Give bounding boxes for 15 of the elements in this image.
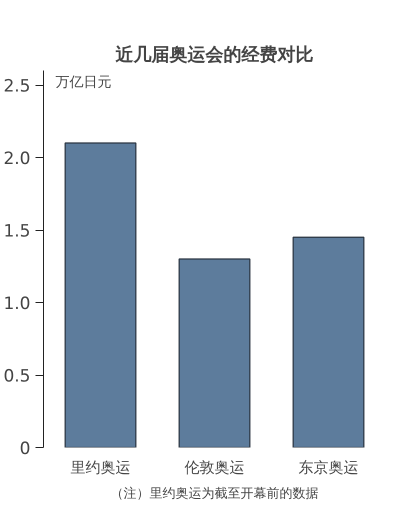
x-tick-label: 东京奥运 (298, 458, 358, 476)
y-tick-label: 2.0 (3, 149, 31, 169)
y-axis-title: 万亿日元 (56, 74, 112, 90)
x-tick-label: 伦敦奥运 (184, 458, 244, 476)
chart-title: 近几届奥运会的经费对比 (114, 44, 314, 66)
bar (64, 142, 136, 448)
y-tick-label: 2.5 (3, 76, 31, 96)
y-tick-label: 0.5 (3, 366, 31, 386)
text: （注）里约奥运为截至开幕前的数据 (110, 486, 318, 502)
y-tick-label: 0 (20, 439, 31, 459)
y-tick-label: 1.5 (3, 222, 31, 242)
bar (292, 236, 364, 448)
y-tick-label: 1.0 (3, 294, 31, 314)
bar (178, 258, 250, 448)
x-tick-label: 里约奥运 (70, 458, 130, 476)
